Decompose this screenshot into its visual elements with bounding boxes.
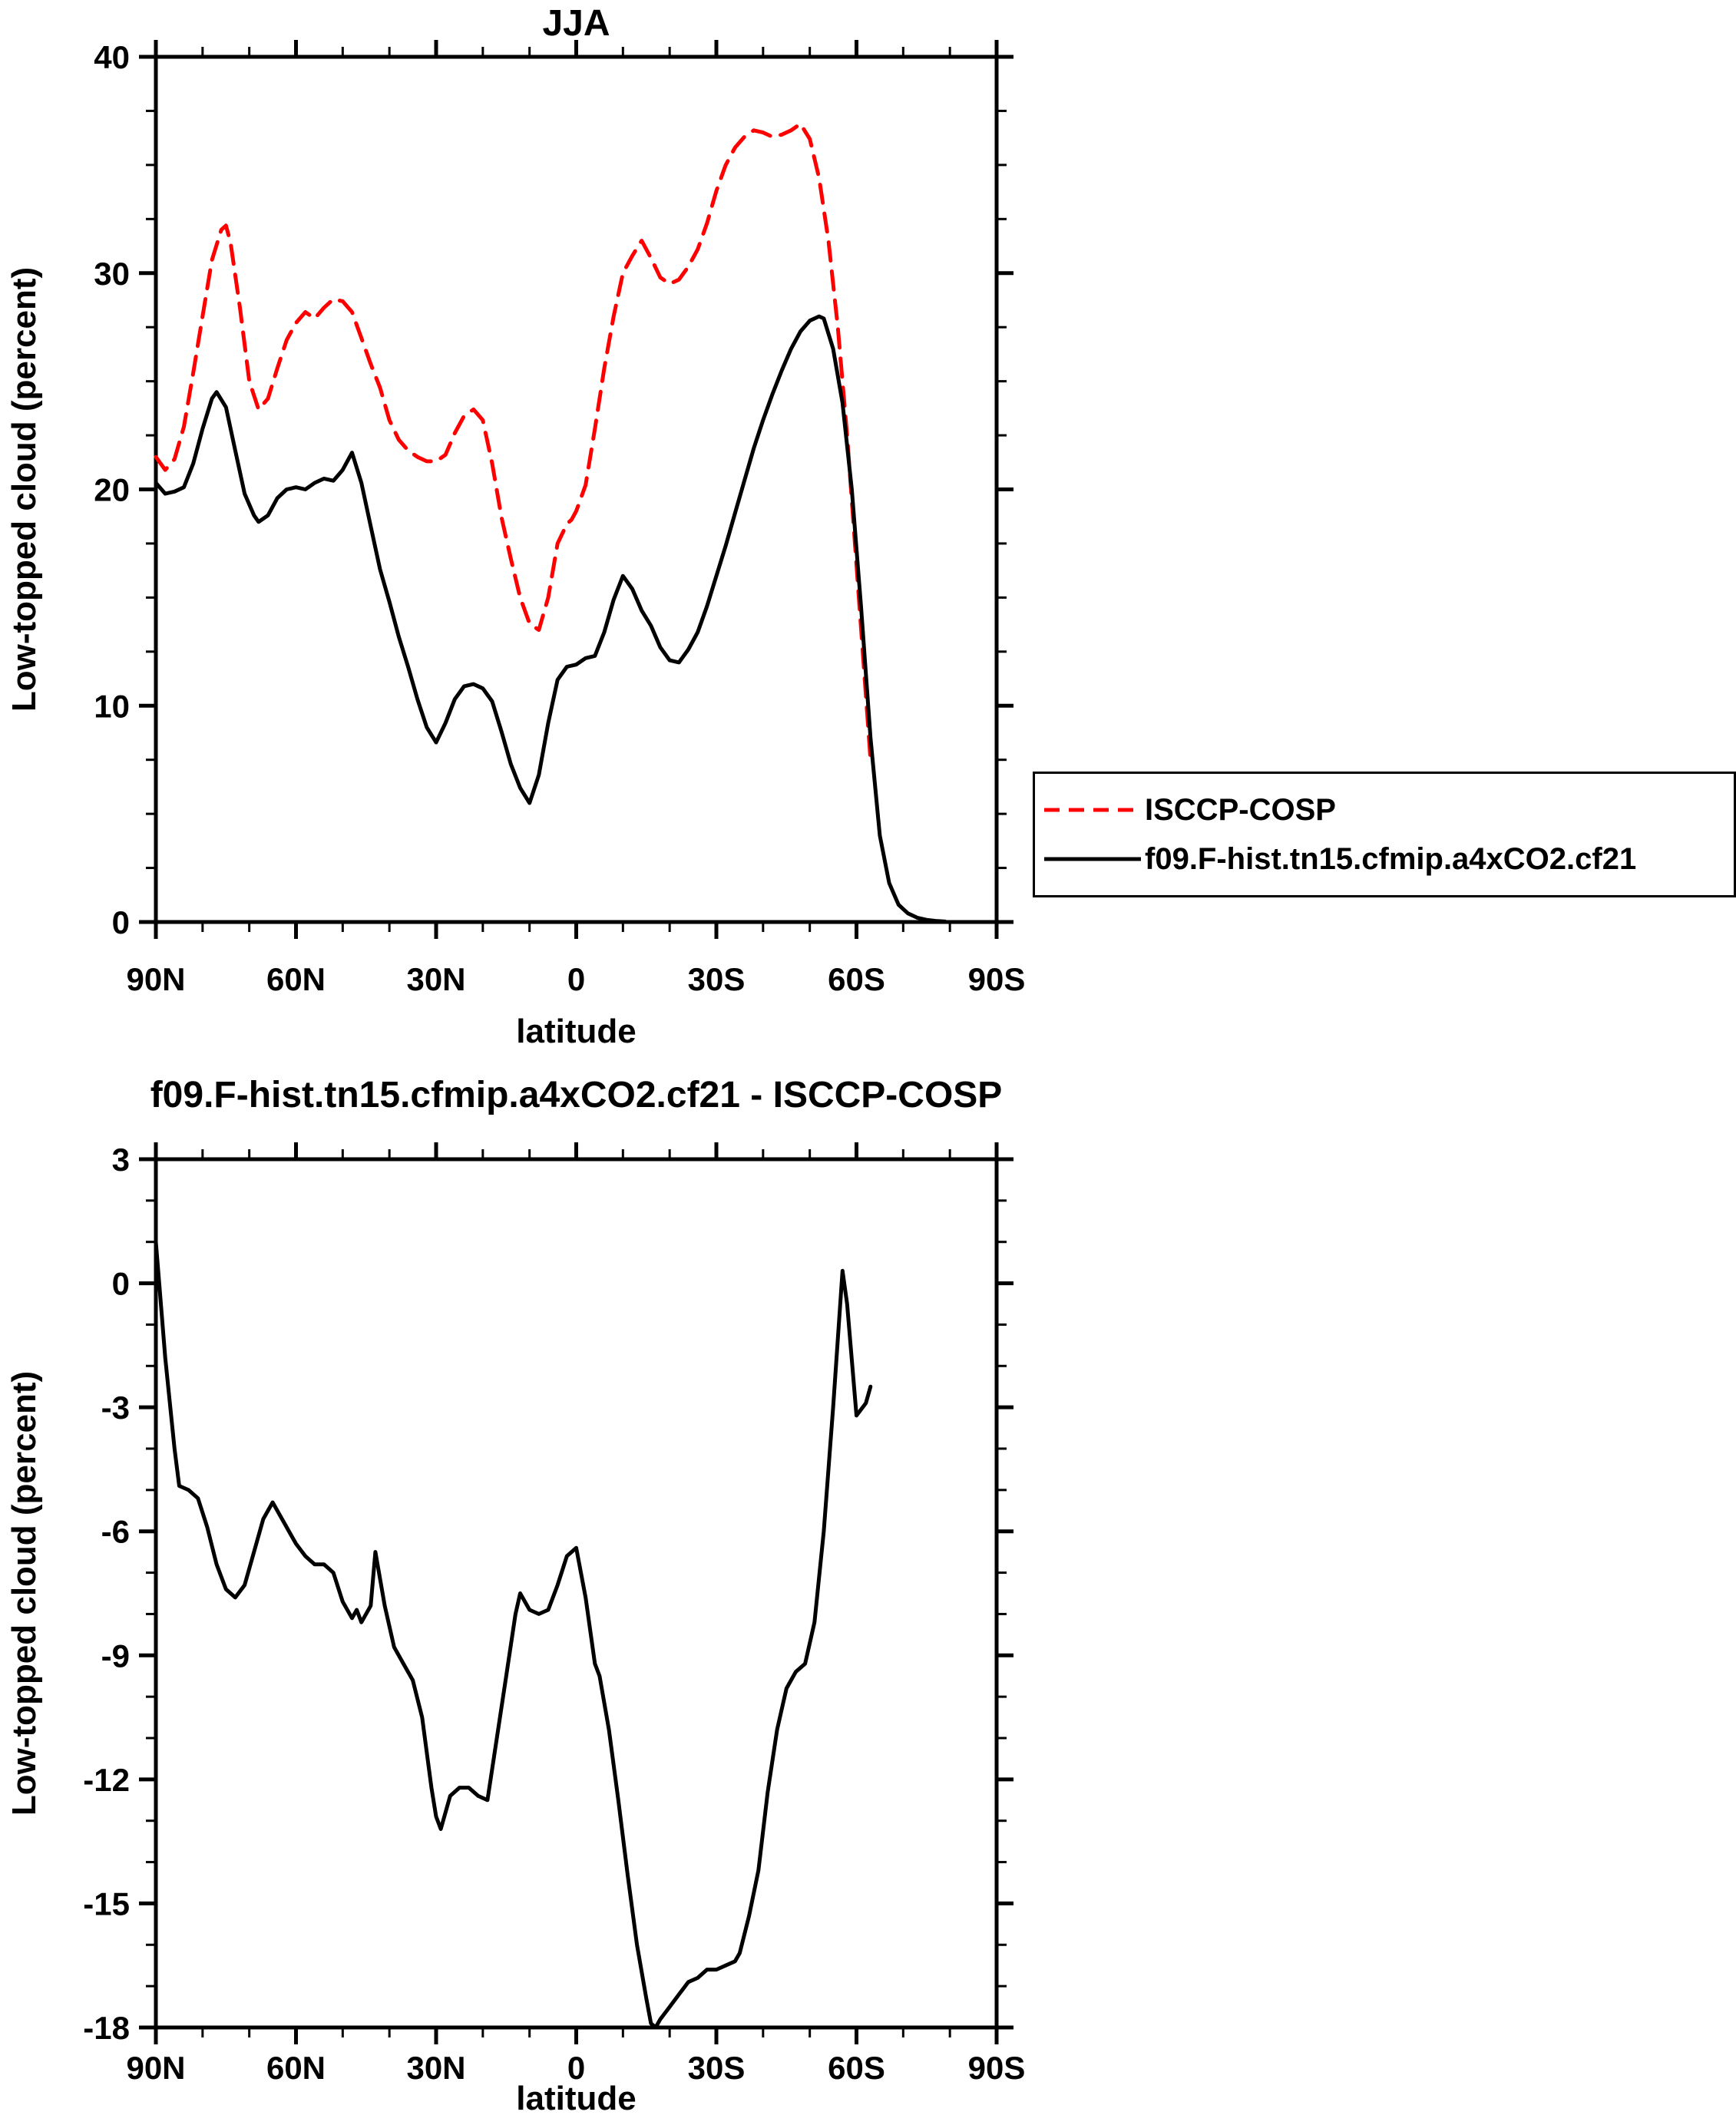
x-tick-label: 0 — [567, 961, 585, 997]
y-tick-label: -6 — [101, 1514, 130, 1550]
y-tick-label: -15 — [83, 1885, 130, 1922]
x-tick-label: 60N — [266, 2050, 326, 2086]
legend-label-isccp-cosp: ISCCP-COSP — [1145, 793, 1336, 827]
x-tick-label: 90N — [126, 2050, 185, 2086]
y-tick-label: -12 — [83, 1762, 130, 1798]
y-axis-label: Low-topped cloud (percent) — [5, 1371, 43, 1816]
x-tick-label: 90S — [968, 2050, 1026, 2086]
y-tick-label: -9 — [101, 1637, 130, 1674]
legend-label-model: f09.F-hist.tn15.cfmip.a4xCO2.cf21 — [1145, 842, 1637, 876]
plot-frame — [154, 1157, 999, 2030]
x-tick-label: 60S — [828, 961, 885, 997]
legend-item-isccp-cosp: ISCCP-COSP — [1044, 795, 1734, 825]
dashed-red-line-sample-icon — [1044, 808, 1141, 812]
series-line-f09.F-hist.tn15.cfmip.a4xCO2.cf21 — [154, 314, 947, 924]
y-tick-label: 10 — [94, 688, 130, 724]
x-tick-label: 90N — [126, 961, 185, 997]
x-tick-label: 30N — [406, 961, 465, 997]
y-tick-label: 40 — [94, 39, 130, 75]
series-line-ISCCP-COSP — [154, 121, 873, 762]
y-tick-label: 30 — [94, 256, 130, 292]
y-axis-label: Low-topped cloud (percent) — [5, 267, 43, 712]
y-tick-label: 20 — [94, 472, 130, 508]
x-tick-label: 0 — [567, 2050, 585, 2086]
y-tick-label: -3 — [101, 1390, 130, 1426]
chart-title: f09.F-hist.tn15.cfmip.a4xCO2.cf21 - ISCC… — [150, 1075, 1003, 1115]
x-tick-label: 60S — [828, 2050, 885, 2086]
series-line-difference — [154, 1240, 873, 2030]
solid-black-line-sample-icon — [1044, 857, 1141, 861]
x-tick-label: 30S — [688, 961, 746, 997]
y-tick-label: -18 — [83, 2010, 130, 2046]
x-tick-label: 30N — [406, 2050, 465, 2086]
x-axis-label: latitude — [516, 1013, 636, 1050]
x-tick-label: 30S — [688, 2050, 746, 2086]
y-tick-label: 3 — [112, 1142, 130, 1178]
legend: ISCCP-COSP f09.F-hist.tn15.cfmip.a4xCO2.… — [1033, 772, 1736, 897]
chart-title: JJA — [542, 3, 610, 44]
x-tick-label: 60N — [266, 961, 326, 997]
x-tick-label: 90S — [968, 961, 1026, 997]
legend-item-model: f09.F-hist.tn15.cfmip.a4xCO2.cf21 — [1044, 844, 1734, 874]
y-tick-label: 0 — [112, 1266, 130, 1302]
x-axis-label: latitude — [516, 2080, 636, 2115]
y-tick-label: 0 — [112, 904, 130, 940]
plot-frame — [154, 55, 999, 924]
